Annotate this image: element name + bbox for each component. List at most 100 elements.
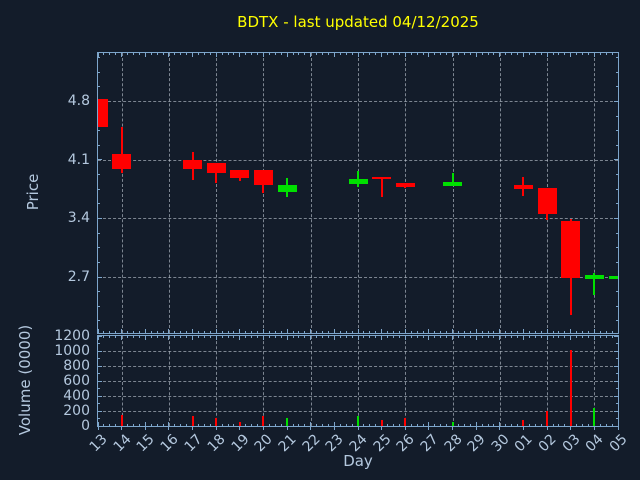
volume-bar-day-24 — [357, 415, 359, 426]
x-tick — [528, 53, 530, 55]
x-tick — [292, 424, 294, 426]
volume-tick — [98, 336, 102, 337]
price-minor-tick — [98, 57, 100, 59]
price-minor-tick — [616, 71, 618, 73]
x-tick — [582, 53, 584, 55]
x-tick-label-day-17: 17 — [181, 431, 206, 456]
x-tick — [245, 424, 247, 426]
x-tick — [493, 53, 495, 55]
x-tick — [262, 329, 264, 333]
x-tick — [440, 331, 442, 333]
x-tick — [233, 53, 235, 55]
x-tick — [587, 424, 589, 426]
x-tick-label-day-20: 20 — [252, 431, 277, 456]
price-tick — [98, 217, 102, 219]
x-tick — [369, 53, 371, 55]
x-tick — [150, 336, 152, 338]
x-tick — [617, 336, 618, 340]
x-tick — [168, 422, 170, 426]
x-tick — [463, 53, 465, 55]
x-tick — [570, 336, 572, 340]
x-tick — [481, 53, 483, 55]
x-tick — [398, 53, 400, 55]
x-tick — [357, 53, 359, 57]
x-tick — [469, 336, 471, 338]
x-tick — [564, 336, 566, 338]
x-tick — [528, 331, 530, 333]
volume-tick — [614, 380, 618, 382]
volume-minor-tick — [616, 358, 618, 359]
x-tick — [416, 336, 418, 338]
x-tick — [298, 331, 300, 333]
x-tick-label-day-03: 03 — [559, 431, 584, 456]
x-tick — [410, 336, 412, 338]
volume-tick — [614, 425, 618, 426]
x-tick — [245, 336, 247, 338]
x-tick — [138, 336, 140, 338]
x-tick — [463, 331, 465, 333]
x-tick — [475, 336, 477, 340]
x-tick — [138, 424, 140, 426]
gridline-vertical — [216, 53, 218, 333]
x-tick-label-day-01: 01 — [512, 431, 537, 456]
candle-body-day-03 — [561, 221, 581, 278]
price-minor-tick — [616, 305, 618, 307]
x-tick — [339, 336, 341, 338]
candle-body-day-19 — [230, 170, 250, 178]
x-tick-label-day-28: 28 — [441, 431, 466, 456]
volume-tick — [614, 336, 618, 337]
x-tick — [558, 331, 560, 333]
x-tick — [593, 53, 595, 57]
x-tick — [109, 424, 111, 426]
x-tick — [351, 424, 353, 426]
volume-tick — [614, 395, 618, 397]
volume-tick — [98, 425, 102, 426]
x-tick — [197, 424, 199, 426]
price-minor-tick — [616, 320, 618, 322]
x-tick — [316, 424, 318, 426]
volume-tick — [98, 395, 102, 397]
x-tick — [304, 331, 306, 333]
x-tick — [209, 336, 211, 338]
volume-tick — [98, 350, 102, 352]
x-tick — [528, 336, 530, 338]
x-tick — [552, 331, 554, 333]
x-tick — [481, 336, 483, 338]
x-tick — [197, 336, 199, 338]
x-tick — [333, 422, 335, 426]
x-tick — [292, 53, 294, 55]
x-tick — [387, 53, 389, 55]
x-tick — [511, 331, 513, 333]
gridline-horizontal — [98, 101, 618, 103]
x-tick-label-day-04: 04 — [583, 431, 607, 456]
x-tick — [345, 53, 347, 55]
x-tick — [392, 53, 394, 55]
x-tick — [363, 53, 365, 55]
x-tick — [487, 424, 489, 426]
x-axis-outward-tick — [239, 427, 241, 430]
gridline-vertical — [405, 53, 407, 333]
x-tick — [98, 422, 99, 426]
x-tick — [587, 331, 589, 333]
x-tick — [98, 53, 99, 57]
volume-tick-label: 1200 — [54, 328, 90, 344]
x-tick — [180, 336, 182, 338]
x-tick — [192, 336, 194, 340]
x-tick — [227, 336, 229, 338]
x-tick — [280, 331, 282, 333]
x-tick — [115, 336, 117, 338]
x-axis-outward-tick — [97, 427, 99, 430]
x-tick — [428, 329, 430, 333]
x-tick — [381, 336, 383, 340]
x-axis-outward-tick — [357, 427, 359, 430]
candle-wick-day-24 — [357, 170, 359, 187]
candle-body-day-14 — [112, 154, 132, 170]
x-tick — [132, 424, 134, 426]
price-minor-tick — [616, 86, 618, 88]
x-axis-outward-tick — [452, 427, 454, 430]
x-tick — [564, 331, 566, 333]
volume-minor-tick — [98, 418, 100, 419]
volume-bar-day-28 — [451, 421, 454, 426]
x-tick — [257, 53, 259, 55]
x-tick — [316, 53, 318, 55]
